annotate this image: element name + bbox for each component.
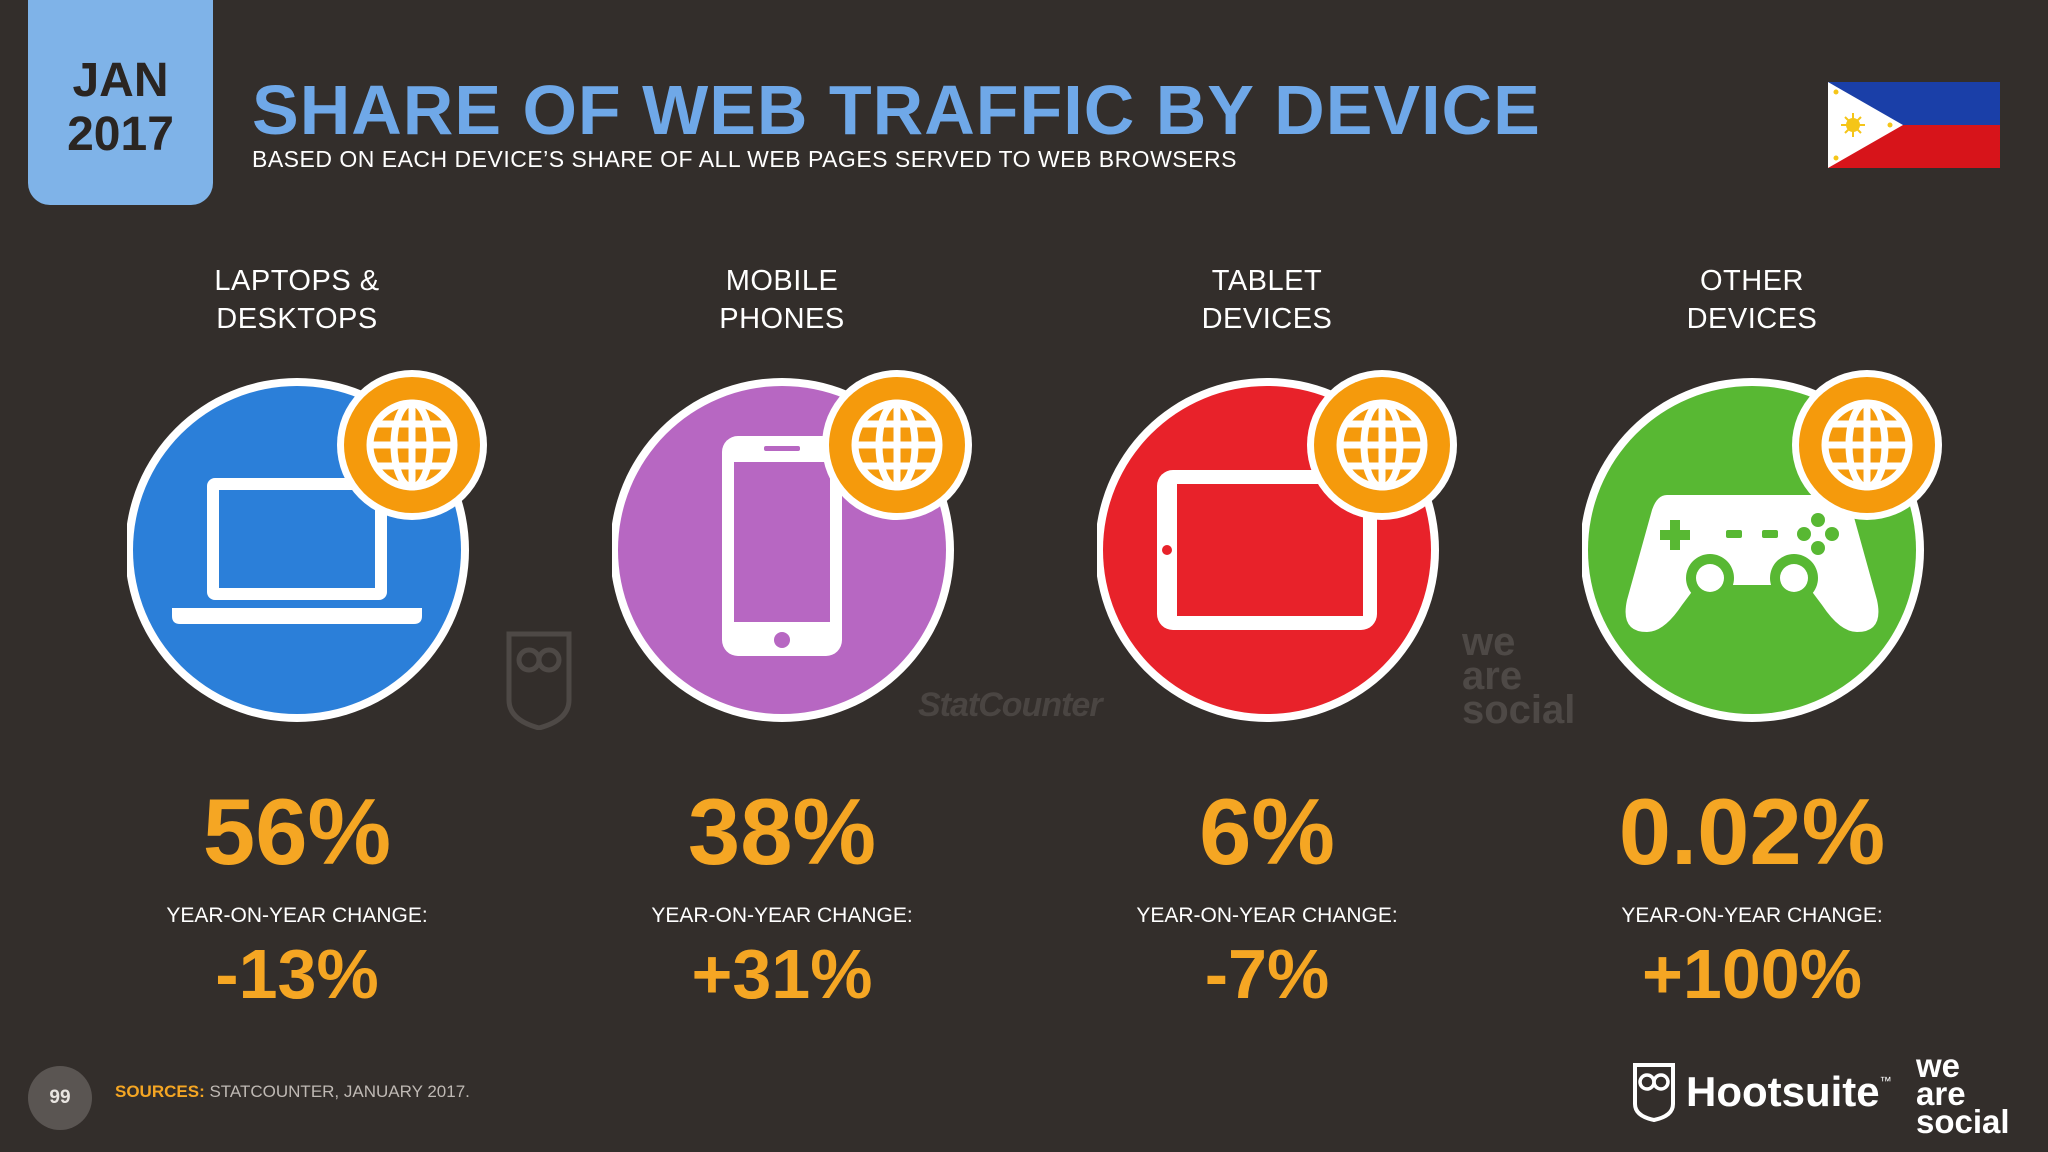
- device-label: OTHER DEVICES: [1686, 265, 1818, 335]
- share-value: 56%: [202, 779, 392, 884]
- device-circle: [77, 370, 517, 730]
- device-card-mobile: MOBILE PHONES 38%: [562, 262, 1002, 1014]
- sources-text: STATCOUNTER, JANUARY 2017.: [204, 1082, 470, 1101]
- device-circle: [562, 370, 1002, 730]
- yoy-value: +100%: [1642, 935, 1862, 1013]
- yoy-value: -13%: [215, 935, 379, 1013]
- yoy-label: YEAR-ON-YEAR CHANGE:: [166, 904, 428, 927]
- page-title: SHARE OF WEB TRAFFIC BY DEVICE: [252, 71, 1541, 149]
- laptop-icon: [127, 370, 487, 722]
- yoy-value: -7%: [1204, 935, 1330, 1013]
- date-tab: JAN 2017: [28, 0, 213, 205]
- page-number: 99: [28, 1066, 92, 1130]
- we-are-social-watermark: we are social: [1462, 620, 1576, 732]
- sources-key: SOURCES:: [115, 1082, 205, 1101]
- hootsuite-owl-icon: [1633, 1063, 1675, 1122]
- statcounter-watermark: StatCounter: [918, 686, 1103, 724]
- date-month: JAN: [72, 53, 169, 107]
- date-year: 2017: [67, 107, 174, 161]
- device-circle: [1047, 370, 1487, 730]
- share-value: 0.02%: [1618, 779, 1886, 884]
- device-card-laptops: LAPTOPS & DESKTOPS 56%: [77, 262, 517, 1014]
- page-subtitle: BASED ON EACH DEVICE’S SHARE OF ALL WEB …: [252, 146, 1237, 172]
- device-label: TABLET DEVICES: [1201, 265, 1333, 335]
- yoy-value: +31%: [691, 935, 873, 1013]
- game-controller-icon: [1582, 370, 1942, 722]
- we-are-social-logo: we are social: [1916, 1047, 2010, 1140]
- device-circle: [1532, 370, 1972, 730]
- yoy-label: YEAR-ON-YEAR CHANGE:: [651, 904, 913, 927]
- hootsuite-logo: Hootsuite ™: [1632, 1062, 1892, 1122]
- device-label: MOBILE PHONES: [719, 265, 845, 335]
- device-label: LAPTOPS & DESKTOPS: [214, 265, 380, 335]
- device-card-tablet: TABLET DEVICES 6% YEAR: [1047, 262, 1487, 1014]
- device-card-other: OTHER DEVICES: [1532, 262, 1972, 1014]
- sources-note: SOURCES: STATCOUNTER, JANUARY 2017.: [115, 1082, 470, 1102]
- hootsuite-wordmark: Hootsuite: [1686, 1068, 1880, 1115]
- share-value: 38%: [687, 779, 877, 884]
- yoy-label: YEAR-ON-YEAR CHANGE:: [1621, 904, 1883, 927]
- trademark-symbol: ™: [1879, 1074, 1892, 1088]
- mobile-phone-icon: [612, 370, 972, 722]
- share-value: 6%: [1199, 779, 1335, 884]
- philippines-flag-icon: [1828, 82, 2000, 168]
- yoy-label: YEAR-ON-YEAR CHANGE:: [1136, 904, 1398, 927]
- hootsuite-owl-watermark-icon: [506, 631, 572, 730]
- tablet-icon: [1097, 370, 1457, 722]
